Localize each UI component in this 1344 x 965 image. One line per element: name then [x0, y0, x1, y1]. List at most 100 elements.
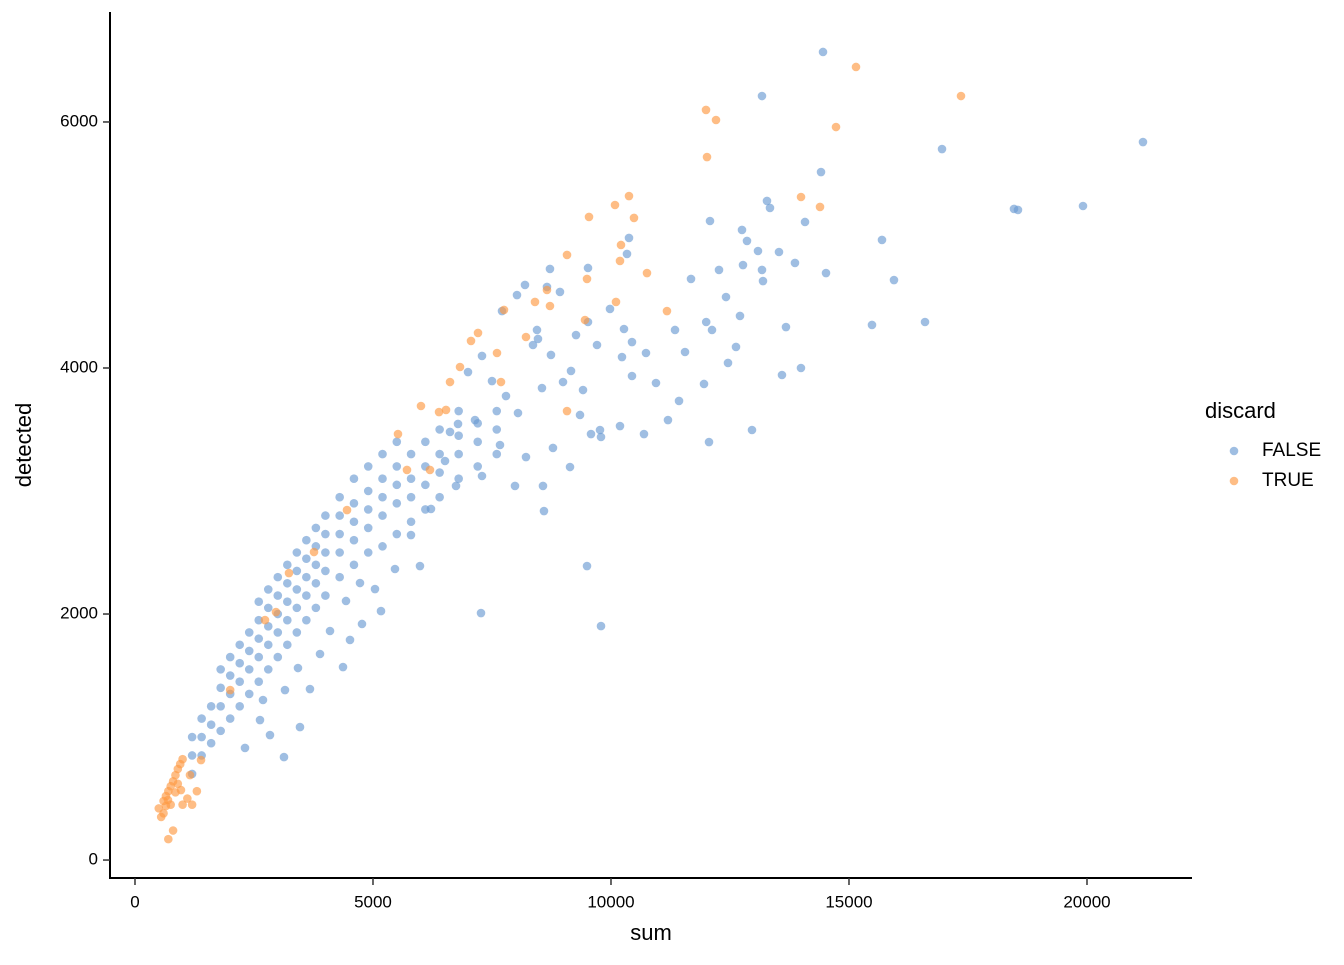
point — [225, 671, 235, 680]
point — [260, 615, 270, 625]
point — [545, 264, 555, 274]
point — [956, 91, 966, 101]
point — [586, 429, 596, 439]
point — [284, 568, 294, 578]
point — [392, 499, 402, 508]
point — [302, 615, 311, 625]
point — [244, 646, 254, 656]
point — [434, 407, 444, 417]
point — [796, 192, 806, 202]
point — [302, 591, 311, 600]
point — [510, 481, 520, 491]
point — [309, 547, 319, 557]
y-tick-label: 6000 — [60, 111, 98, 130]
point — [800, 217, 810, 227]
point — [244, 665, 254, 674]
point — [723, 358, 733, 368]
point — [555, 287, 565, 297]
point — [171, 788, 180, 797]
point — [390, 564, 400, 574]
point — [455, 362, 465, 372]
point — [311, 560, 321, 570]
point — [701, 105, 711, 115]
point — [435, 425, 444, 434]
point — [254, 677, 264, 686]
point — [363, 523, 373, 533]
point — [492, 449, 502, 459]
point — [575, 410, 585, 420]
point — [701, 317, 711, 327]
point — [235, 701, 245, 711]
point — [178, 800, 187, 809]
point — [283, 615, 292, 625]
point — [790, 258, 800, 268]
point — [345, 635, 355, 645]
point — [392, 437, 402, 447]
point — [335, 529, 344, 539]
point — [164, 834, 173, 844]
point — [393, 429, 403, 439]
point — [392, 529, 402, 539]
point — [415, 561, 425, 571]
point — [187, 800, 197, 809]
point — [273, 628, 283, 637]
point — [742, 236, 752, 246]
point — [774, 247, 784, 257]
point — [629, 213, 639, 223]
point — [378, 474, 387, 484]
point — [532, 325, 542, 335]
point — [254, 634, 264, 643]
point — [1013, 205, 1023, 215]
point — [704, 437, 714, 447]
point — [273, 652, 283, 662]
point — [178, 754, 187, 764]
point — [937, 144, 947, 154]
point — [311, 523, 321, 533]
point — [501, 391, 511, 401]
point — [492, 348, 502, 358]
point — [473, 328, 483, 338]
point — [521, 332, 531, 342]
point — [714, 265, 724, 275]
point — [254, 615, 264, 625]
point — [402, 465, 412, 475]
point — [263, 640, 273, 650]
point — [487, 376, 497, 386]
point — [258, 695, 268, 705]
point — [216, 726, 225, 736]
point — [271, 607, 281, 617]
point — [173, 779, 183, 789]
point — [305, 684, 315, 694]
point — [283, 640, 292, 650]
point — [216, 701, 225, 711]
point — [445, 377, 455, 387]
point — [392, 462, 402, 471]
point — [781, 322, 791, 332]
point — [513, 408, 523, 418]
point — [263, 585, 273, 594]
point — [627, 371, 637, 381]
point — [477, 471, 487, 481]
point — [867, 320, 877, 330]
point — [192, 786, 202, 796]
point — [445, 427, 455, 437]
point — [321, 511, 330, 520]
point — [641, 348, 651, 358]
point — [280, 685, 290, 695]
point — [435, 492, 444, 502]
point — [539, 506, 549, 516]
point — [263, 603, 273, 613]
point — [596, 621, 606, 631]
point — [492, 425, 502, 434]
point — [349, 474, 359, 484]
point — [617, 352, 627, 362]
point — [1078, 201, 1088, 211]
point — [225, 685, 235, 695]
point — [476, 608, 486, 618]
point — [686, 274, 696, 284]
point — [335, 492, 344, 502]
point — [349, 499, 359, 508]
point — [521, 452, 531, 462]
x-tick-label: 15000 — [825, 892, 872, 911]
points — [154, 47, 1148, 844]
